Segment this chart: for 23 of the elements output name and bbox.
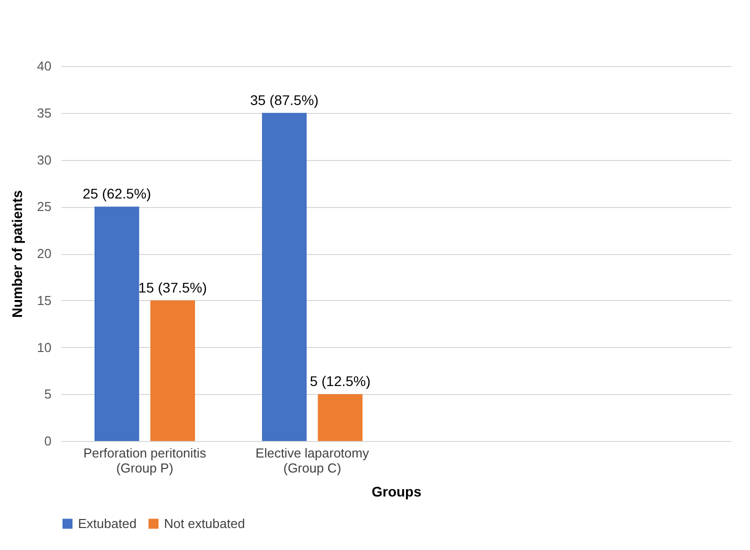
data-label: 35 (87.5%) bbox=[250, 92, 319, 108]
x-tick-label: Elective laparotomy (Group C) bbox=[256, 446, 370, 476]
bar bbox=[262, 112, 307, 441]
y-tick-label: 0 bbox=[44, 434, 52, 448]
y-tick-label: 10 bbox=[37, 340, 52, 355]
bar bbox=[318, 394, 362, 441]
y-axis-title: Number of patients bbox=[9, 190, 26, 318]
x-axis-title: Groups bbox=[372, 484, 422, 500]
y-tick-label: 35 bbox=[37, 105, 52, 120]
x-tick-label: Perforation peritonitis (Group P) bbox=[83, 446, 207, 476]
y-tick-label: 30 bbox=[37, 152, 52, 168]
y-tick-label: 40 bbox=[37, 58, 52, 74]
bar bbox=[150, 300, 195, 441]
y-tick-label: 15 bbox=[37, 292, 52, 308]
legend-label: Not extubated bbox=[164, 516, 245, 531]
y-tick-label: 25 bbox=[37, 199, 52, 214]
bar bbox=[94, 206, 140, 441]
data-label: 5 (12.5%) bbox=[310, 373, 371, 390]
y-tick-label: 20 bbox=[37, 246, 52, 261]
legend-label: Extubated bbox=[78, 516, 137, 531]
y-tick-label: 5 bbox=[44, 386, 52, 402]
data-label: 25 (62.5%) bbox=[82, 186, 152, 202]
data-label: 15 (37.5%) bbox=[138, 279, 207, 296]
